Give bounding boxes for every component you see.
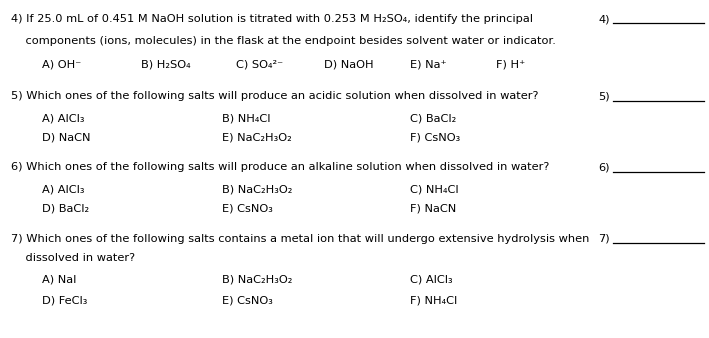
Text: 7) Which ones of the following salts contains a metal ion that will undergo exte: 7) Which ones of the following salts con… [11,234,589,244]
Text: E) NaC₂H₃O₂: E) NaC₂H₃O₂ [222,132,291,142]
Text: A) AlCl₃: A) AlCl₃ [43,185,85,195]
Text: D) BaCl₂: D) BaCl₂ [43,203,89,213]
Text: A) AlCl₃: A) AlCl₃ [43,114,85,124]
Text: C) BaCl₂: C) BaCl₂ [411,114,457,124]
Text: D) FeCl₃: D) FeCl₃ [43,295,88,305]
Text: 4) If 25.0 mL of 0.451 M NaOH solution is titrated with 0.253 M H₂SO₄, identify : 4) If 25.0 mL of 0.451 M NaOH solution i… [11,14,532,24]
Text: 7): 7) [598,234,610,244]
Text: B) NaC₂H₃O₂: B) NaC₂H₃O₂ [222,185,292,195]
Text: components (ions, molecules) in the flask at the endpoint besides solvent water : components (ions, molecules) in the flas… [11,36,555,46]
Text: F) H⁺: F) H⁺ [496,59,525,69]
Text: F) NH₄Cl: F) NH₄Cl [411,295,458,305]
Text: D) NaOH: D) NaOH [324,59,374,69]
Text: dissolved in water?: dissolved in water? [11,253,135,263]
Text: 5) Which ones of the following salts will produce an acidic solution when dissol: 5) Which ones of the following salts wil… [11,91,538,101]
Text: E) CsNO₃: E) CsNO₃ [222,295,273,305]
Text: F) NaCN: F) NaCN [411,203,457,213]
Text: C) AlCl₃: C) AlCl₃ [411,275,453,285]
Text: A) OH⁻: A) OH⁻ [43,59,82,69]
Text: C) NH₄Cl: C) NH₄Cl [411,185,459,195]
Text: C) SO₄²⁻: C) SO₄²⁻ [236,59,283,69]
Text: E) CsNO₃: E) CsNO₃ [222,203,273,213]
Text: 5): 5) [598,91,610,101]
Text: 6) Which ones of the following salts will produce an alkaline solution when diss: 6) Which ones of the following salts wil… [11,163,549,172]
Text: 6): 6) [598,163,610,172]
Text: B) H₂SO₄: B) H₂SO₄ [141,59,191,69]
Text: E) Na⁺: E) Na⁺ [411,59,447,69]
Text: 4): 4) [598,14,610,24]
Text: B) NaC₂H₃O₂: B) NaC₂H₃O₂ [222,275,292,285]
Text: A) NaI: A) NaI [43,275,77,285]
Text: D) NaCN: D) NaCN [43,132,91,142]
Text: B) NH₄Cl: B) NH₄Cl [222,114,270,124]
Text: F) CsNO₃: F) CsNO₃ [411,132,461,142]
